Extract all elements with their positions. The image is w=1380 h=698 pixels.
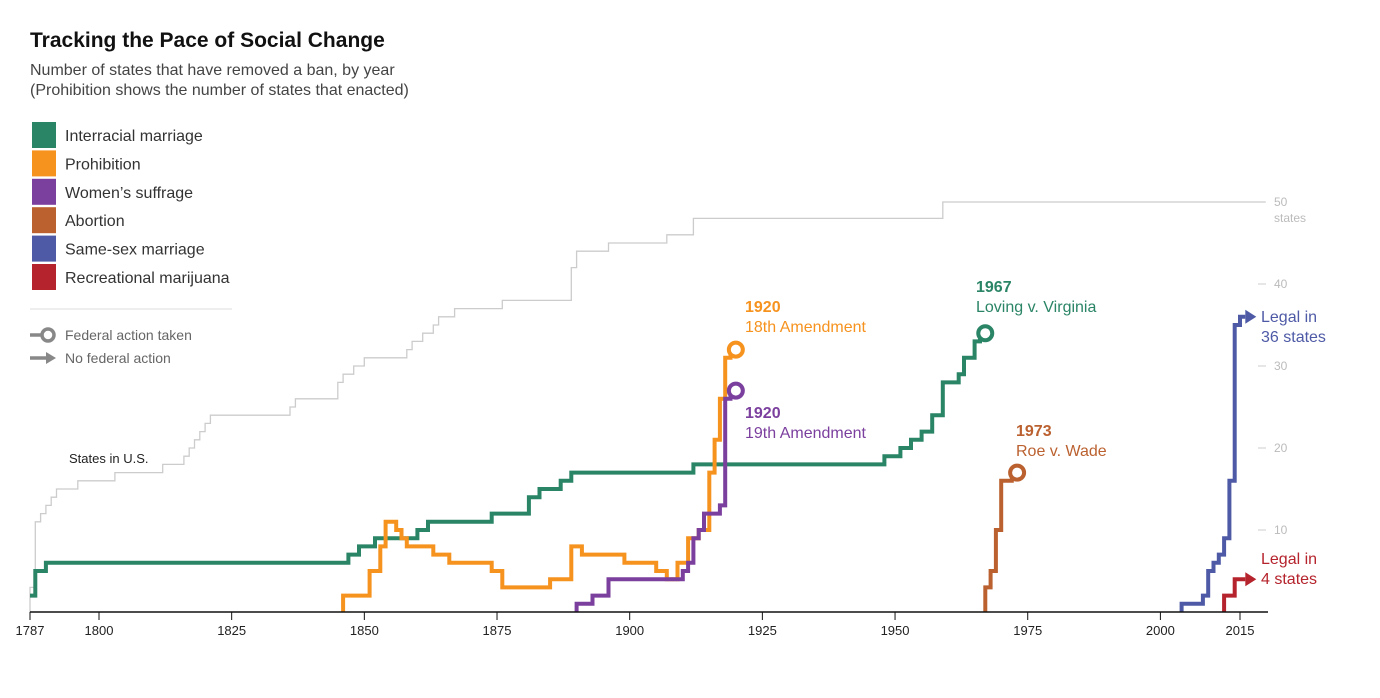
x-tick-label-2000: 2000 <box>1146 623 1175 638</box>
y-tick-label-20: 20 <box>1274 441 1288 455</box>
series-group <box>30 309 1257 612</box>
series-line-interracial-marriage <box>30 331 986 598</box>
legend-label-abortion: Abortion <box>65 213 125 230</box>
legend-swatch-interracial-marriage <box>32 122 56 148</box>
x-tick-label-2015: 2015 <box>1226 623 1255 638</box>
x-tick-label-1875: 1875 <box>483 623 512 638</box>
states-in-us-line <box>29 201 1265 612</box>
y-tick-label-30: 30 <box>1274 359 1288 373</box>
x-tick-label-1975: 1975 <box>1013 623 1042 638</box>
legend: Interracial marriage Prohibition Women’s s… <box>32 122 230 290</box>
legend-label-interracial-marriage: Interracial marriage <box>65 128 203 145</box>
series-women-s-suffrage <box>574 381 745 612</box>
marker-legend-label-arrow: No federal action <box>65 350 171 366</box>
series-line-recreational-marijuana <box>1222 577 1246 612</box>
x-tick-label-1850: 1850 <box>350 623 379 638</box>
annotation-text-women-s-suffrage: 19th Amendment <box>745 425 867 442</box>
x-tick-label-1925: 1925 <box>748 623 777 638</box>
end-marker-arrow-same-sex-marriage <box>1245 309 1257 324</box>
annotation-text-prohibition: 18th Amendment <box>745 319 867 336</box>
marker-legend: Federal action taken No federal action <box>30 327 192 366</box>
legend-swatch-women-s-suffrage <box>32 178 56 205</box>
chart-subtitle-line-1: Number of states that have removed a ban… <box>30 62 395 79</box>
annotation-text-same-sex-marriage: 36 states <box>1261 329 1326 346</box>
x-tick-label-1900: 1900 <box>615 623 644 638</box>
legend-swatch-recreational-marijuana <box>32 264 56 290</box>
legend-swatch-abortion <box>32 207 56 234</box>
annotation-heading-women-s-suffrage: 1920 <box>745 405 781 422</box>
series-line-women-s-suffrage <box>574 388 736 612</box>
x-tick-label-1800: 1800 <box>85 623 114 638</box>
legend-label-prohibition: Prohibition <box>65 156 141 173</box>
series-line-abortion <box>983 470 1018 612</box>
series-abortion <box>983 463 1027 612</box>
annotation-heading-abortion: 1973 <box>1016 423 1052 440</box>
x-axis: 1787 1800 1825 1850 1875 1900 1925 1950 1975 2000… <box>16 612 1255 638</box>
annotation-text-recreational-marijuana: 4 states <box>1261 571 1317 588</box>
series-line-same-sex-marriage <box>1179 314 1246 612</box>
legend-label-women-s-suffrage: Women’s suffrage <box>65 185 193 202</box>
end-marker-circle-interracial-marriage <box>976 324 995 343</box>
legend-label-same-sex-marriage: Same-sex marriage <box>65 242 205 259</box>
legend-swatch-same-sex-marriage <box>32 235 56 262</box>
annotation-heading-interracial-marriage: 1967 <box>976 279 1012 296</box>
y-tick-label-50: 50 <box>1274 195 1288 209</box>
legend-swatch-prohibition <box>32 150 56 177</box>
x-tick-label-1950: 1950 <box>881 623 910 638</box>
y-tick-label-40: 40 <box>1274 277 1288 291</box>
y-tick-unit-label: states <box>1274 211 1306 225</box>
series-line-prohibition <box>341 347 736 612</box>
end-marker-circle-prohibition <box>726 340 745 359</box>
end-marker-circle-abortion <box>1008 463 1027 482</box>
annotation-heading-recreational-marijuana: Legal in <box>1261 551 1317 568</box>
chart-subtitle-line-2: (Prohibition shows the number of states … <box>30 82 409 99</box>
end-marker-circle-women-s-suffrage <box>726 381 745 400</box>
legend-label-recreational-marijuana: Recreational marijuana <box>65 270 230 287</box>
states-in-us-label: States in U.S. <box>69 451 148 466</box>
x-tick-label-1825: 1825 <box>217 623 246 638</box>
x-tick-label-1787: 1787 <box>16 623 45 638</box>
states-in-us-series <box>29 201 1265 612</box>
series-recreational-marijuana <box>1222 572 1257 612</box>
annotation-heading-prohibition: 1920 <box>745 299 781 316</box>
y-axis: 10 20 30 40 50 states <box>1258 195 1306 537</box>
annotation-text-abortion: Roe v. Wade <box>1016 443 1107 460</box>
series-interracial-marriage <box>30 324 995 598</box>
annotation-heading-same-sex-marriage: Legal in <box>1261 309 1317 326</box>
series-same-sex-marriage <box>1179 309 1257 612</box>
annotations: 1920 18th Amendment 1920 19th Amendment 1967… <box>745 279 1326 588</box>
marker-legend-arrow-icon <box>30 352 56 364</box>
chart-title: Tracking the Pace of Social Change <box>30 29 385 52</box>
series-prohibition <box>341 340 745 612</box>
end-marker-arrow-recreational-marijuana <box>1245 572 1257 587</box>
annotation-text-interracial-marriage: Loving v. Virginia <box>976 299 1096 316</box>
marker-legend-label-circle: Federal action taken <box>65 327 192 343</box>
marker-legend-circle-icon <box>30 327 56 343</box>
y-tick-label-10: 10 <box>1274 523 1288 537</box>
